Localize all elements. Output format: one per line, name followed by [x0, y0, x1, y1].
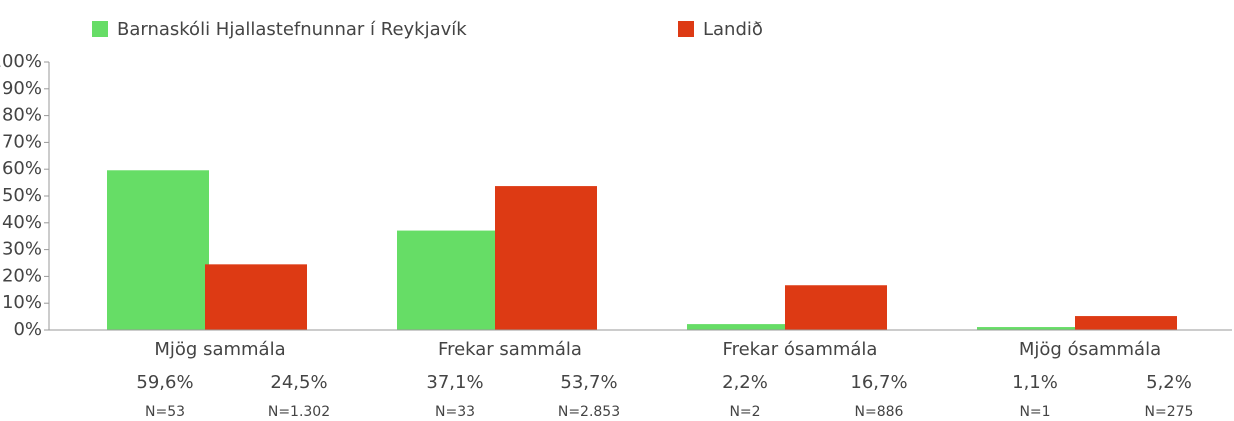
x-tick-label: Frekar sammála — [438, 339, 582, 360]
y-tick-label: 10% — [2, 292, 42, 313]
n-label: N=2 — [729, 404, 760, 420]
y-tick-label: 100% — [0, 51, 42, 72]
value-label: 37,1% — [426, 372, 483, 393]
n-label: N=33 — [435, 404, 475, 420]
x-tick-label: Frekar ósammála — [723, 339, 878, 360]
bar — [495, 186, 597, 330]
value-label: 24,5% — [270, 372, 327, 393]
bar — [107, 170, 209, 330]
n-label: N=53 — [145, 404, 185, 420]
n-label: N=886 — [855, 404, 904, 420]
n-label: N=1 — [1019, 404, 1050, 420]
n-label: N=275 — [1145, 404, 1194, 420]
n-label: N=1.302 — [268, 404, 330, 420]
value-label: 16,7% — [850, 372, 907, 393]
value-label: 2,2% — [722, 372, 768, 393]
y-tick-label: 40% — [2, 212, 42, 233]
bar — [397, 230, 499, 330]
x-tick-label: Mjög sammála — [154, 339, 285, 360]
y-tick-label: 30% — [2, 239, 42, 260]
bar — [1075, 316, 1177, 330]
y-tick-label: 70% — [2, 131, 42, 152]
legend-swatch — [678, 21, 694, 37]
y-tick-label: 60% — [2, 158, 42, 179]
legend-label: Barnaskóli Hjallastefnunnar í Reykjavík — [117, 19, 467, 40]
value-label: 5,2% — [1146, 372, 1192, 393]
n-label: N=2.853 — [558, 404, 620, 420]
x-tick-label: Mjög ósammála — [1019, 339, 1161, 360]
legend-swatch — [92, 21, 108, 37]
value-label: 59,6% — [136, 372, 193, 393]
y-tick-label: 90% — [2, 78, 42, 99]
value-label: 1,1% — [1012, 372, 1058, 393]
y-tick-label: 80% — [2, 105, 42, 126]
legend-label: Landið — [703, 19, 763, 40]
bar — [785, 285, 887, 330]
bar — [687, 324, 789, 330]
y-tick-label: 50% — [2, 185, 42, 206]
y-tick-label: 20% — [2, 265, 42, 286]
bar — [977, 327, 1079, 330]
value-label: 53,7% — [560, 372, 617, 393]
bar — [205, 264, 307, 330]
y-tick-label: 0% — [13, 319, 42, 340]
